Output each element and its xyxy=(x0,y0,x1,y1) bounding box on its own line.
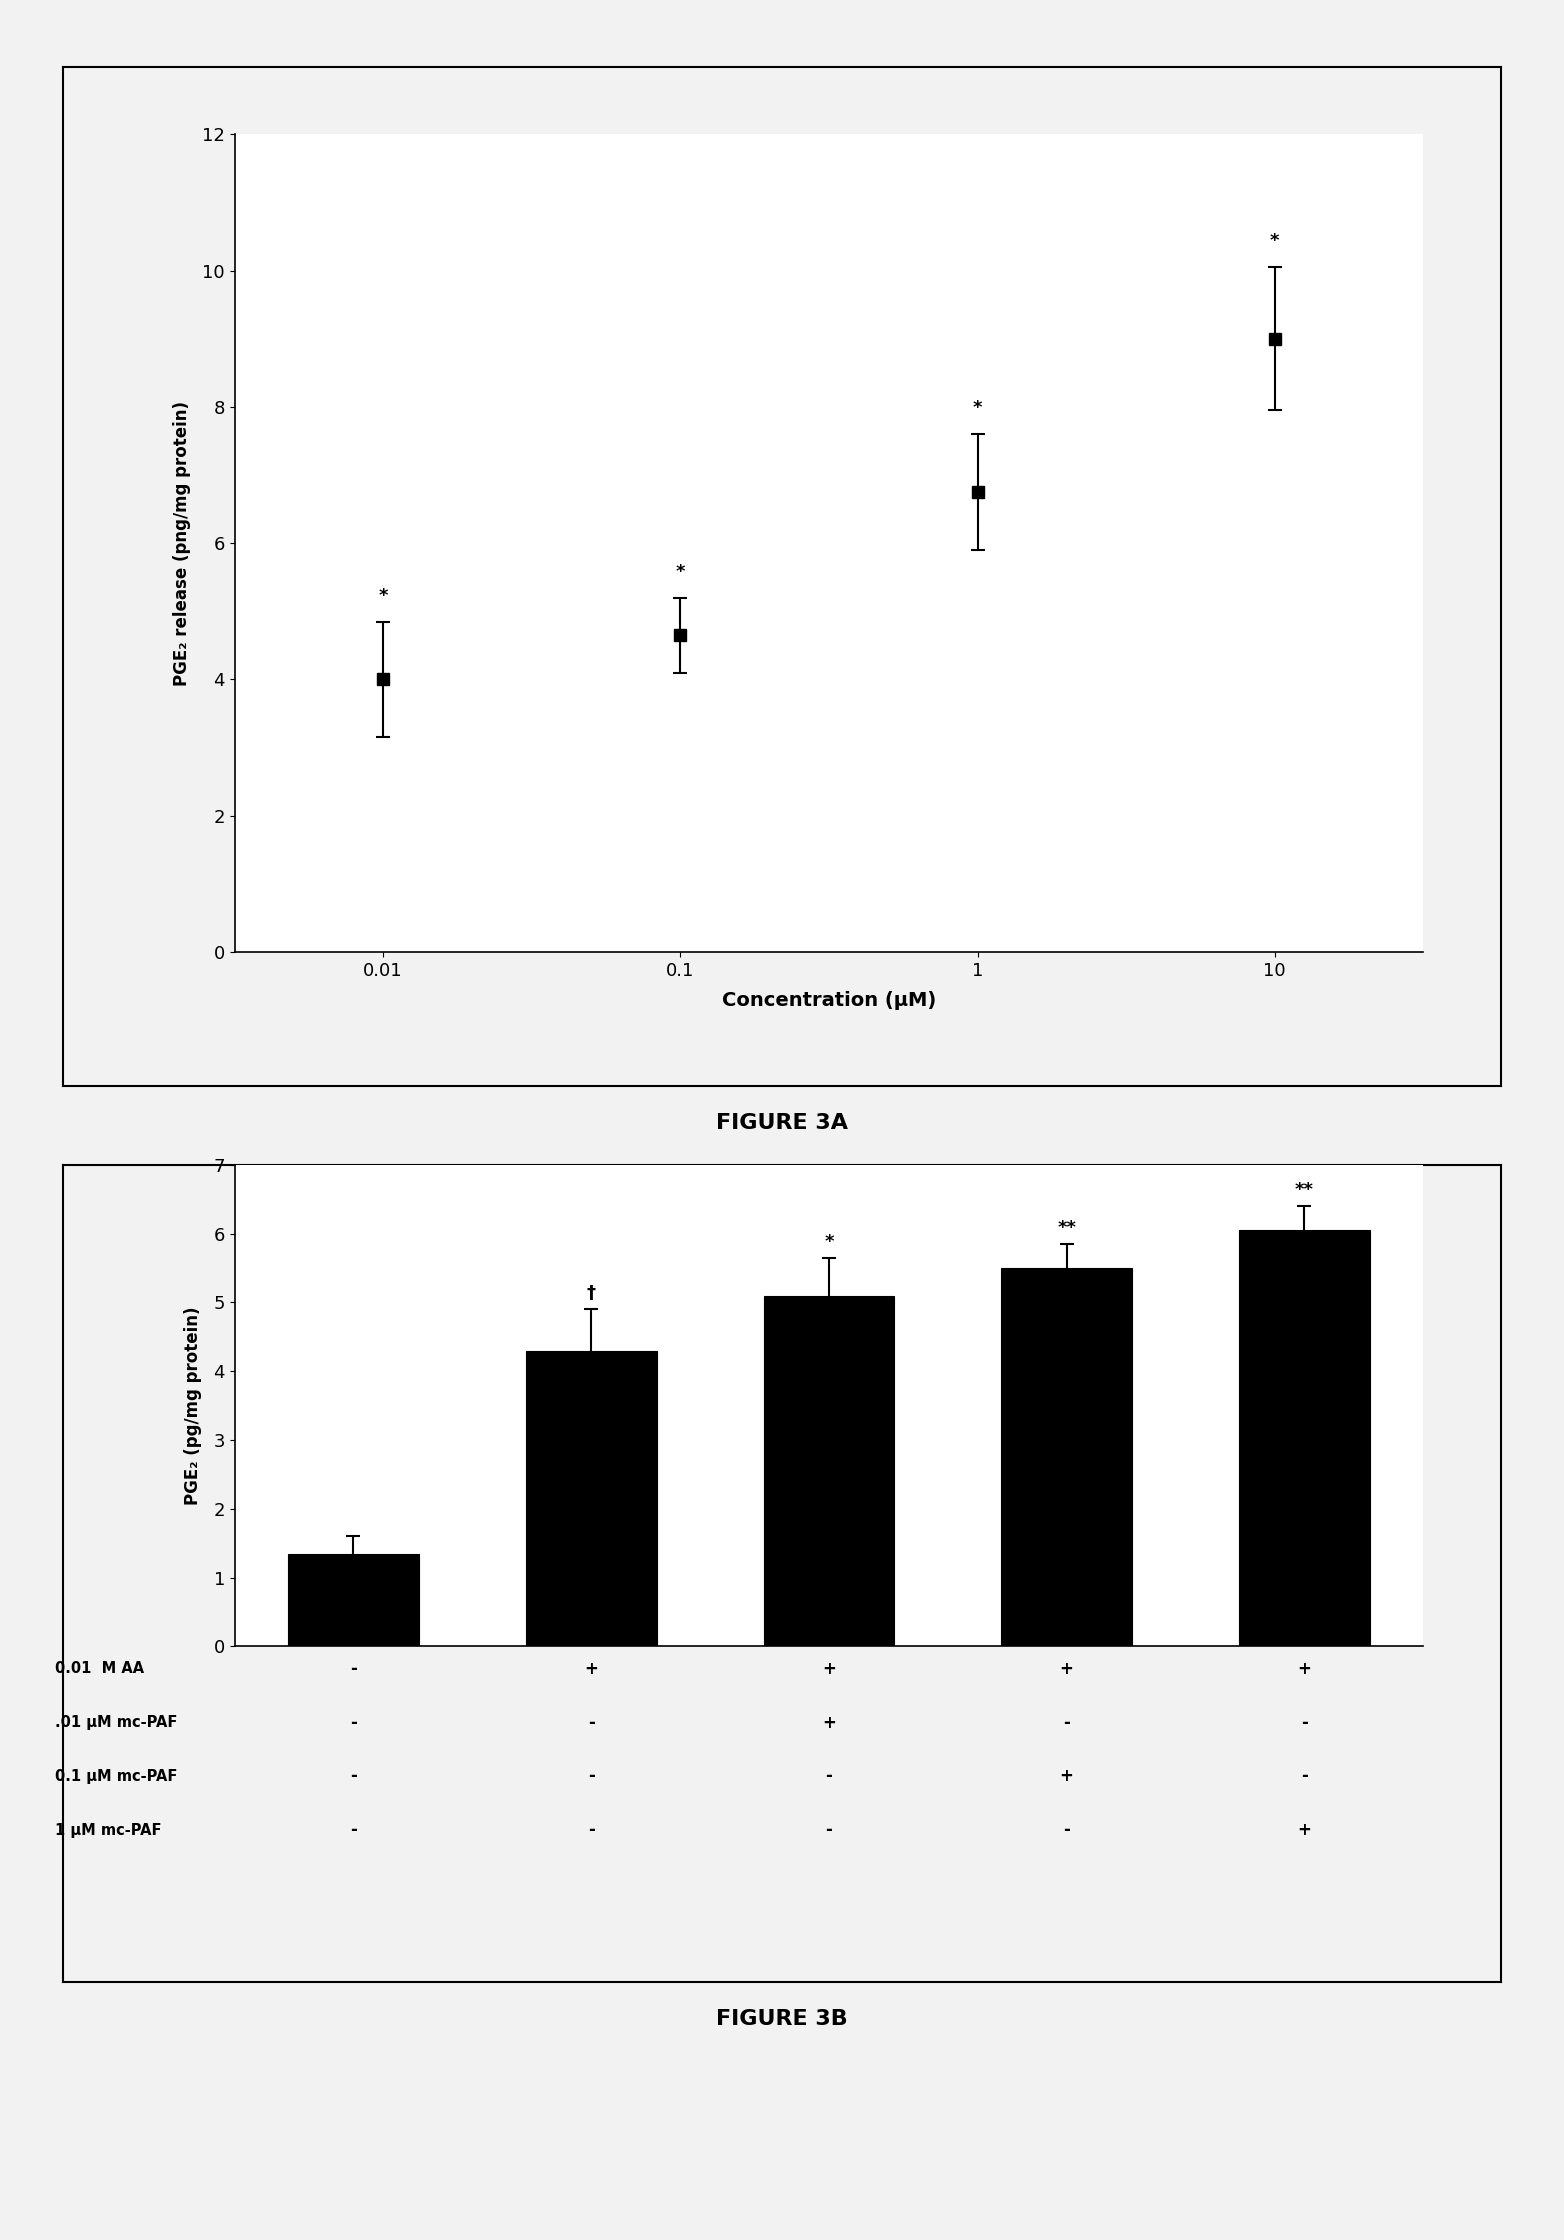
Text: -: - xyxy=(350,1660,357,1678)
Text: 0.1 μM mc-PAF: 0.1 μM mc-PAF xyxy=(55,1770,177,1783)
Text: 0.01  M AA: 0.01 M AA xyxy=(55,1662,144,1676)
Text: +: + xyxy=(1298,1660,1311,1678)
Text: **: ** xyxy=(1295,1180,1314,1198)
Text: -: - xyxy=(826,1767,832,1785)
Text: -: - xyxy=(1301,1714,1308,1732)
Bar xyxy=(526,1351,657,1646)
Text: -: - xyxy=(1301,1767,1308,1785)
Y-axis label: PGE₂ release (png/mg protein): PGE₂ release (png/mg protein) xyxy=(174,401,191,685)
Text: -: - xyxy=(1064,1821,1070,1839)
Text: **: ** xyxy=(1057,1219,1076,1236)
Text: FIGURE 3A: FIGURE 3A xyxy=(716,1113,848,1133)
Text: -: - xyxy=(350,1767,357,1785)
Bar xyxy=(763,1295,895,1646)
Text: .01 μM mc-PAF: .01 μM mc-PAF xyxy=(55,1716,177,1729)
Bar xyxy=(1001,1268,1132,1646)
Text: *: * xyxy=(1270,233,1279,251)
Text: FIGURE 3B: FIGURE 3B xyxy=(716,2009,848,2029)
Text: †: † xyxy=(586,1284,596,1301)
Text: -: - xyxy=(350,1821,357,1839)
Text: -: - xyxy=(350,1714,357,1732)
Text: +: + xyxy=(823,1660,835,1678)
Text: *: * xyxy=(676,562,685,580)
Text: -: - xyxy=(1064,1714,1070,1732)
Text: *: * xyxy=(824,1232,834,1250)
Text: +: + xyxy=(585,1660,597,1678)
Text: *: * xyxy=(378,587,388,605)
Bar xyxy=(288,1555,419,1646)
Text: +: + xyxy=(1298,1821,1311,1839)
Text: 1 μM mc-PAF: 1 μM mc-PAF xyxy=(55,1823,161,1837)
Text: -: - xyxy=(588,1767,594,1785)
Text: *: * xyxy=(973,399,982,417)
Bar xyxy=(1239,1230,1370,1646)
Text: +: + xyxy=(1060,1767,1073,1785)
Y-axis label: PGE₂ (pg/mg protein): PGE₂ (pg/mg protein) xyxy=(185,1306,202,1505)
Text: +: + xyxy=(823,1714,835,1732)
Text: -: - xyxy=(588,1714,594,1732)
X-axis label: Concentration (μM): Concentration (μM) xyxy=(723,990,935,1010)
Text: +: + xyxy=(1060,1660,1073,1678)
Text: -: - xyxy=(588,1821,594,1839)
Text: -: - xyxy=(826,1821,832,1839)
